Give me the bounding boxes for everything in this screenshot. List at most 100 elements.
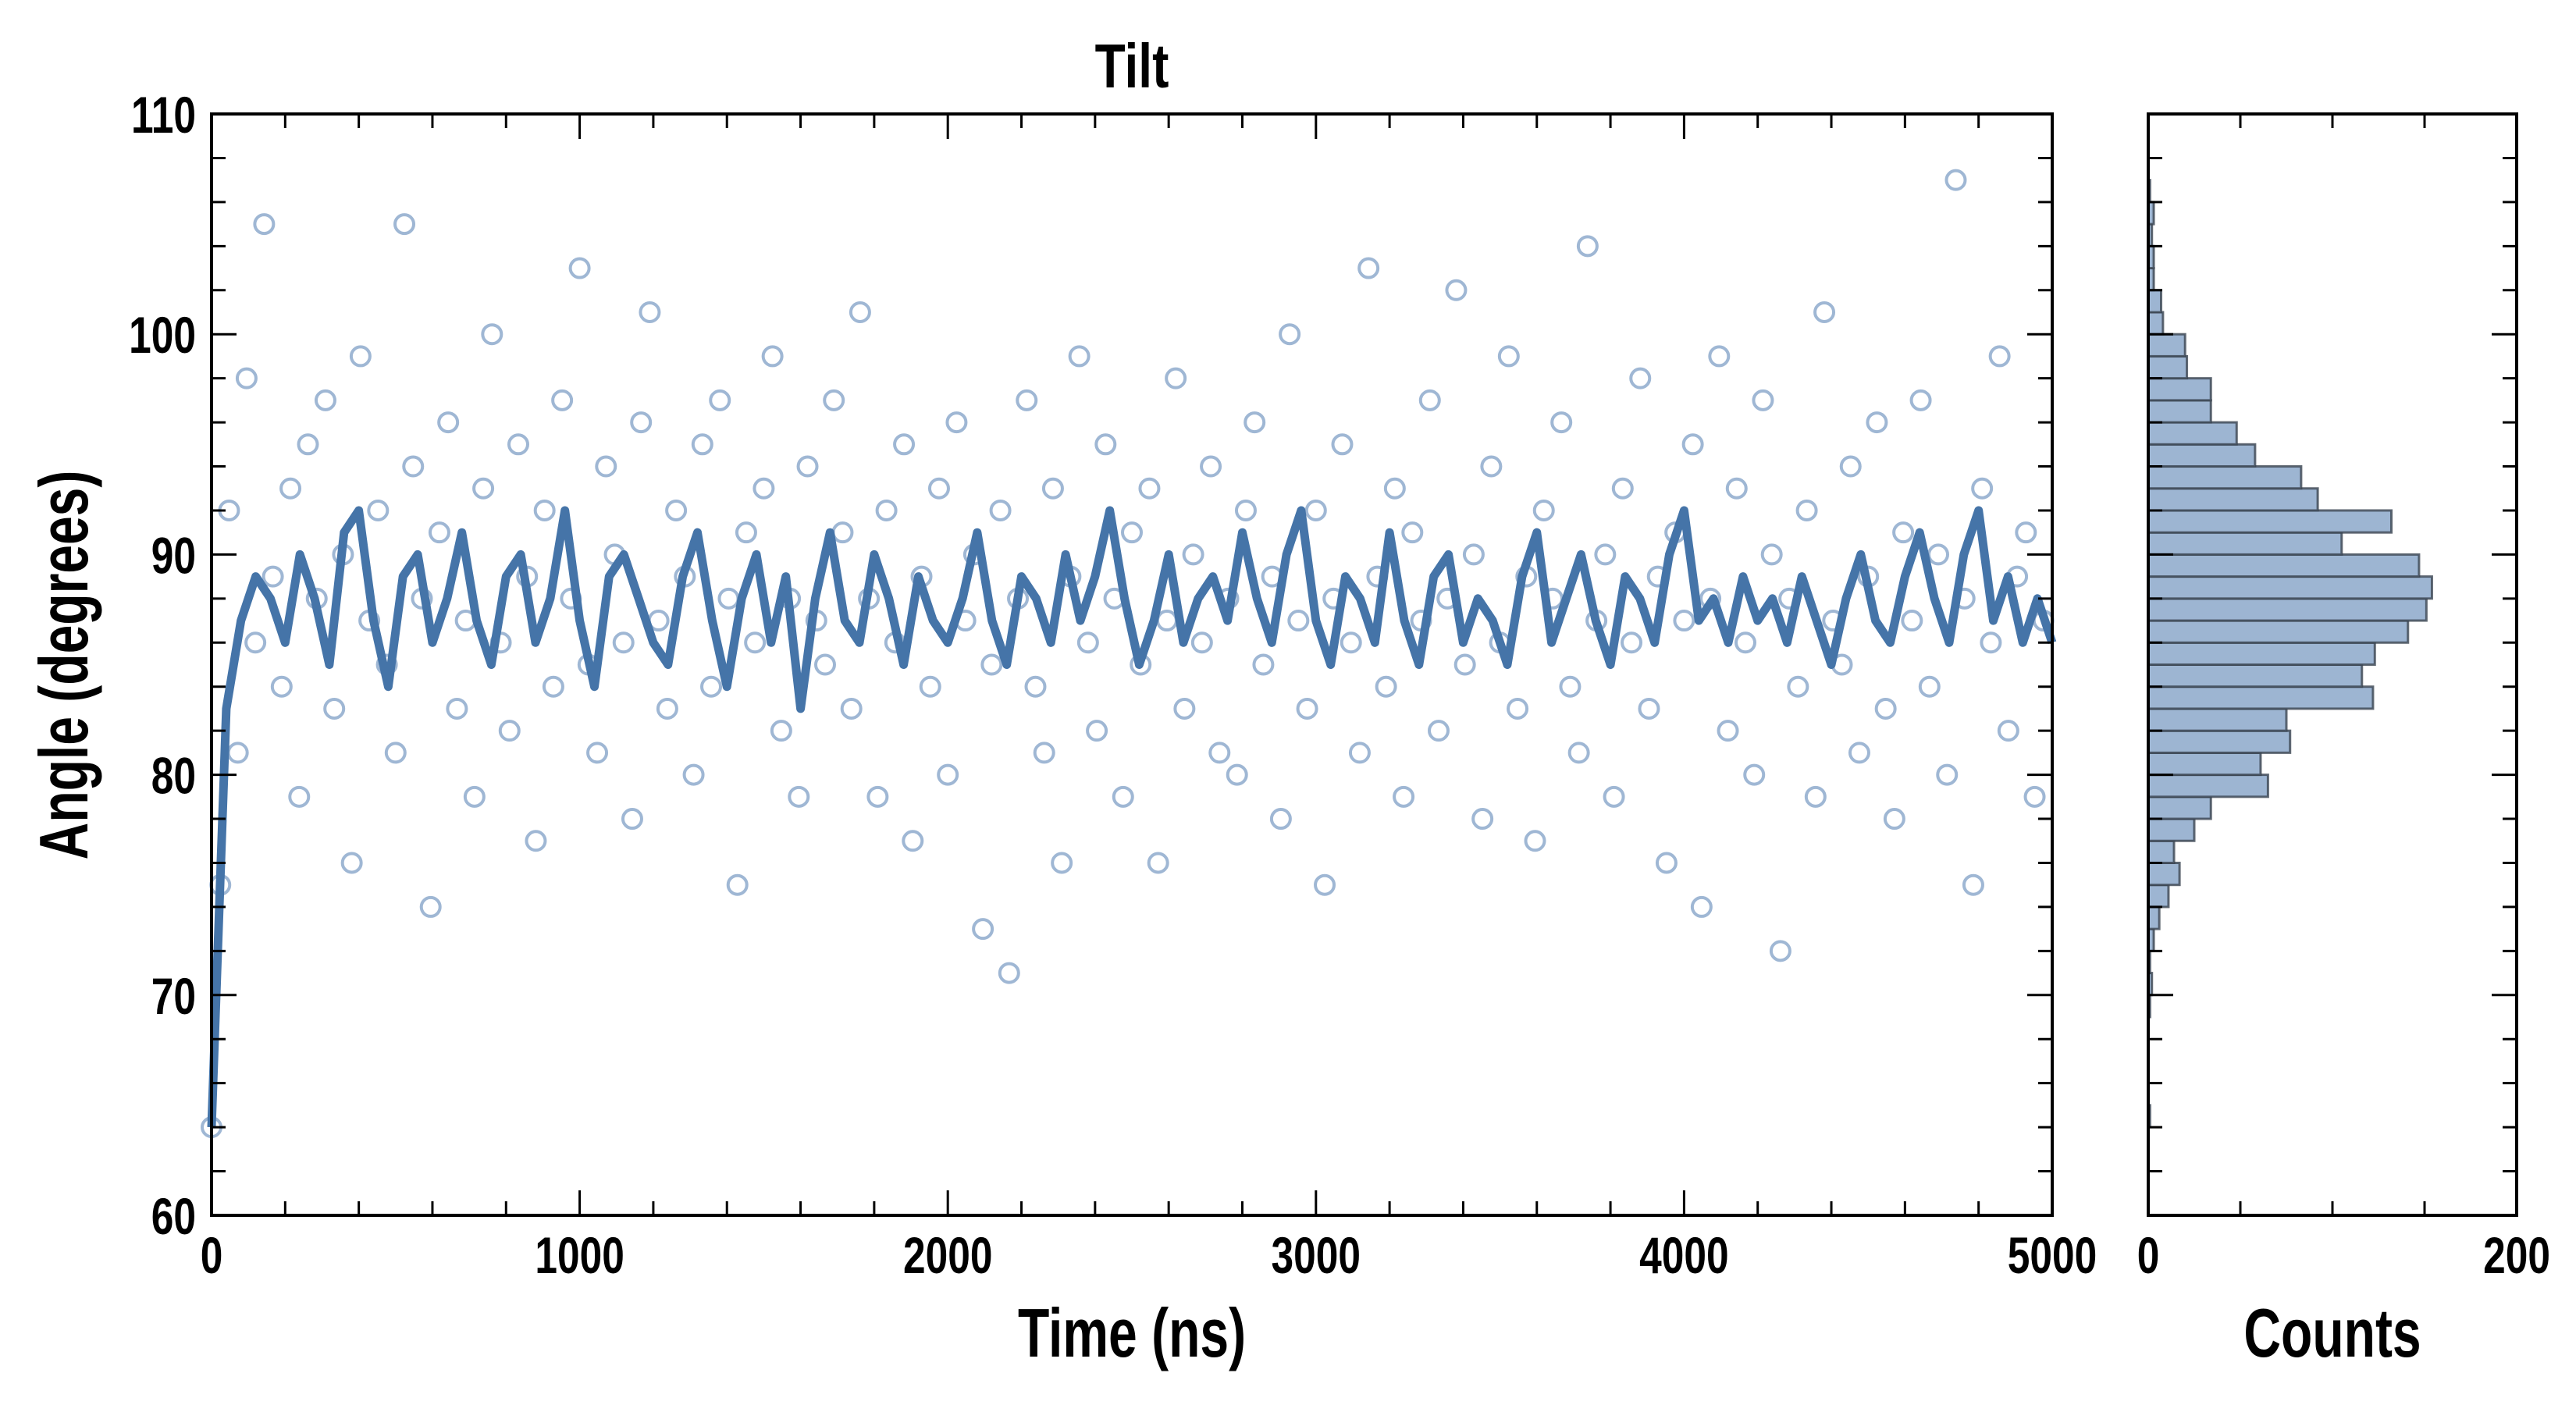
scatter-point <box>1603 785 1625 808</box>
scatter-point <box>1735 631 1756 654</box>
scatter-point <box>279 477 302 500</box>
y-tick-label: 70 <box>151 967 196 1026</box>
scatter-point <box>1760 543 1783 566</box>
scatter-point <box>1918 675 1941 698</box>
scatter-point <box>2023 785 2046 808</box>
scatter-point <box>1068 345 1091 368</box>
scatter-point <box>989 499 1012 521</box>
scatter-point <box>297 433 319 456</box>
histogram-bars <box>2147 179 2433 1129</box>
scatter-point <box>1532 499 1555 521</box>
scatter-point <box>481 323 503 346</box>
x-tick-label: 5000 <box>2008 1226 2097 1285</box>
scatter-point <box>1752 389 1774 411</box>
histogram-bar <box>2147 795 2212 820</box>
scatter-point <box>1147 852 1169 874</box>
histogram-bar <box>2147 663 2364 688</box>
scatter-point <box>823 389 845 411</box>
scatter-point <box>1348 742 1371 764</box>
scatter-point <box>2015 521 2037 544</box>
scatter-point <box>1866 411 1888 434</box>
y-tick-label: 100 <box>129 306 196 365</box>
scatter-point <box>788 785 810 808</box>
scatter-point <box>1892 521 1915 544</box>
scatter-point <box>1086 720 1108 742</box>
scatter-point <box>1112 785 1134 808</box>
scatter-point <box>709 389 731 411</box>
scatter-point <box>1507 697 1529 720</box>
scatter-point <box>1839 455 1862 478</box>
scatter-point <box>1743 763 1766 786</box>
scatter-point <box>586 742 609 764</box>
scatter-point <box>1418 389 1441 411</box>
scatter-point <box>665 499 688 521</box>
scatter-point <box>682 763 705 786</box>
scatter-point <box>1033 742 1055 764</box>
histogram-bar <box>2147 575 2433 600</box>
scatter-point <box>1208 742 1231 764</box>
scatter-point <box>1155 610 1178 632</box>
scatter-point <box>1638 697 1660 720</box>
scatter-point <box>1673 610 1695 632</box>
scatter-point <box>1051 852 1073 874</box>
scatter-point <box>1594 543 1617 566</box>
scatter-point <box>1445 279 1468 301</box>
histogram-bar <box>2147 465 2303 490</box>
scatter-point <box>1988 345 2011 368</box>
x-tick-label: 3000 <box>1272 1226 1361 1285</box>
scatter-point <box>1331 433 1354 456</box>
scatter-point <box>595 455 617 478</box>
scatter-point <box>726 873 749 896</box>
scatter-point <box>244 631 267 654</box>
scatter-point <box>419 895 442 918</box>
scatter-point <box>945 411 968 434</box>
histogram-bar <box>2147 354 2189 380</box>
scatter-point <box>735 521 757 544</box>
scatter-point <box>1471 808 1494 831</box>
scatter-point <box>1848 742 1870 764</box>
axes: 60 70 80 90 100 110 0 1000 2000 3000 4000 5000 0 200 <box>129 86 2550 1285</box>
scatter-point <box>384 742 407 764</box>
scatter-point <box>639 301 661 323</box>
scatter-point <box>1559 675 1582 698</box>
scatter-point <box>1813 301 1836 323</box>
scatter-point <box>1244 411 1266 434</box>
y-tick-label: 90 <box>151 526 196 585</box>
histogram-bar <box>2147 774 2269 799</box>
scatter-point <box>1383 477 1406 500</box>
chart-title: Tilt <box>1095 31 1169 101</box>
scatter-point <box>1165 367 1187 389</box>
histogram-bar <box>2147 311 2165 336</box>
scatter-point <box>937 763 959 786</box>
scatter-point <box>472 477 495 500</box>
scatter-point <box>1576 235 1599 258</box>
scatter-point <box>866 785 889 808</box>
scatter-point <box>927 477 950 500</box>
scatter-point <box>1629 367 1652 389</box>
scatter-point <box>1971 477 1994 500</box>
scatter-point <box>612 631 635 654</box>
scatter-point <box>1567 742 1590 764</box>
hist-x-axis-label: Counts <box>2243 1296 2421 1371</box>
histogram-bar <box>2147 729 2292 754</box>
scatter-point <box>498 720 521 742</box>
scatter-point <box>1094 433 1117 456</box>
scatter-point <box>1690 895 1713 918</box>
scatter-point <box>980 653 1003 676</box>
scatter-point <box>437 411 460 434</box>
scatter-point <box>1804 785 1827 808</box>
x-tick-label: 2000 <box>903 1226 992 1285</box>
scatter-point <box>525 830 547 852</box>
main-plot-frame <box>210 112 2054 1217</box>
scatter-point <box>253 213 276 236</box>
scatter-point <box>1173 697 1196 720</box>
scatter-point <box>1480 455 1503 478</box>
histogram-bar <box>2147 619 2410 644</box>
scatter-point <box>463 785 486 808</box>
scatter-point <box>270 675 293 698</box>
hist-x-tick-label: 0 <box>2137 1226 2160 1285</box>
scatter-point <box>893 433 916 456</box>
histogram-bar <box>2147 839 2176 864</box>
scatter-point <box>367 499 390 521</box>
